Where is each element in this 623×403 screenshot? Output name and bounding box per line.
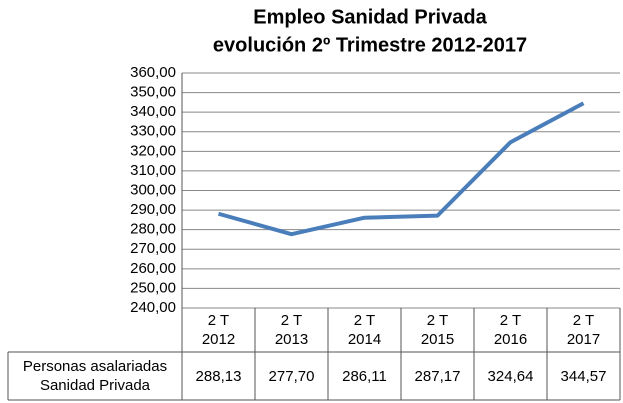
x-tick-label-cell: 2 T 2016 bbox=[474, 308, 547, 352]
y-tick-label: 310,00 bbox=[130, 162, 176, 179]
value-label-cell: 344,57 bbox=[547, 352, 620, 400]
line bbox=[217, 101, 585, 237]
y-tick-label: 320,00 bbox=[130, 142, 176, 159]
y-tick-label: 240,00 bbox=[130, 299, 176, 316]
legend-label: Personas asalariadas Sanidad Privada bbox=[22, 358, 168, 394]
legend-label-cell: Personas asalariadas Sanidad Privada bbox=[8, 352, 182, 400]
value-label: 324,64 bbox=[487, 367, 534, 385]
value-label: 344,57 bbox=[560, 367, 607, 385]
x-tick-label: 2 T 2013 bbox=[274, 312, 309, 348]
x-tick-label: 2 T 2017 bbox=[566, 312, 601, 348]
chart-title: evolución 2º Trimestre 2012-2017 bbox=[213, 34, 527, 56]
value-label-cell: 277,70 bbox=[255, 352, 328, 400]
y-tick-label: 300,00 bbox=[130, 181, 176, 198]
x-tick-label-cell: 2 T 2017 bbox=[547, 308, 620, 352]
value-label-cell: 286,11 bbox=[328, 352, 401, 400]
y-tick-label: 350,00 bbox=[130, 84, 176, 101]
y-tick-label: 340,00 bbox=[130, 103, 176, 120]
value-label: 286,11 bbox=[342, 367, 387, 385]
x-tick-label: 2 T 2015 bbox=[420, 312, 455, 348]
x-tick-label: 2 T 2014 bbox=[347, 312, 382, 348]
y-tick-label: 270,00 bbox=[130, 240, 176, 257]
value-label-cell: 288,13 bbox=[182, 352, 255, 400]
x-tick-label-cell: 2 T 2013 bbox=[255, 308, 328, 352]
chart-title: Empleo Sanidad Privada bbox=[253, 6, 487, 28]
value-label-cell: 324,64 bbox=[474, 352, 547, 400]
y-tick-label: 280,00 bbox=[130, 221, 176, 238]
x-tick-label: 2 T 2012 bbox=[201, 312, 236, 348]
x-tick-label-cell: 2 T 2014 bbox=[328, 308, 401, 352]
value-label: 277,70 bbox=[268, 367, 315, 385]
value-label-cell: 287,17 bbox=[401, 352, 474, 400]
x-tick-label: 2 T 2016 bbox=[493, 312, 528, 348]
value-label: 287,17 bbox=[414, 367, 461, 385]
value-label: 288,13 bbox=[195, 367, 242, 385]
x-tick-label-cell: 2 T 2012 bbox=[182, 308, 255, 352]
x-tick-label-cell: 2 T 2015 bbox=[401, 308, 474, 352]
y-tick-label: 330,00 bbox=[130, 123, 176, 140]
y-tick-label: 290,00 bbox=[130, 201, 176, 218]
y-tick-label: 260,00 bbox=[130, 260, 176, 277]
y-tick-label: 250,00 bbox=[130, 279, 176, 296]
y-tick-label: 360,00 bbox=[130, 64, 176, 81]
